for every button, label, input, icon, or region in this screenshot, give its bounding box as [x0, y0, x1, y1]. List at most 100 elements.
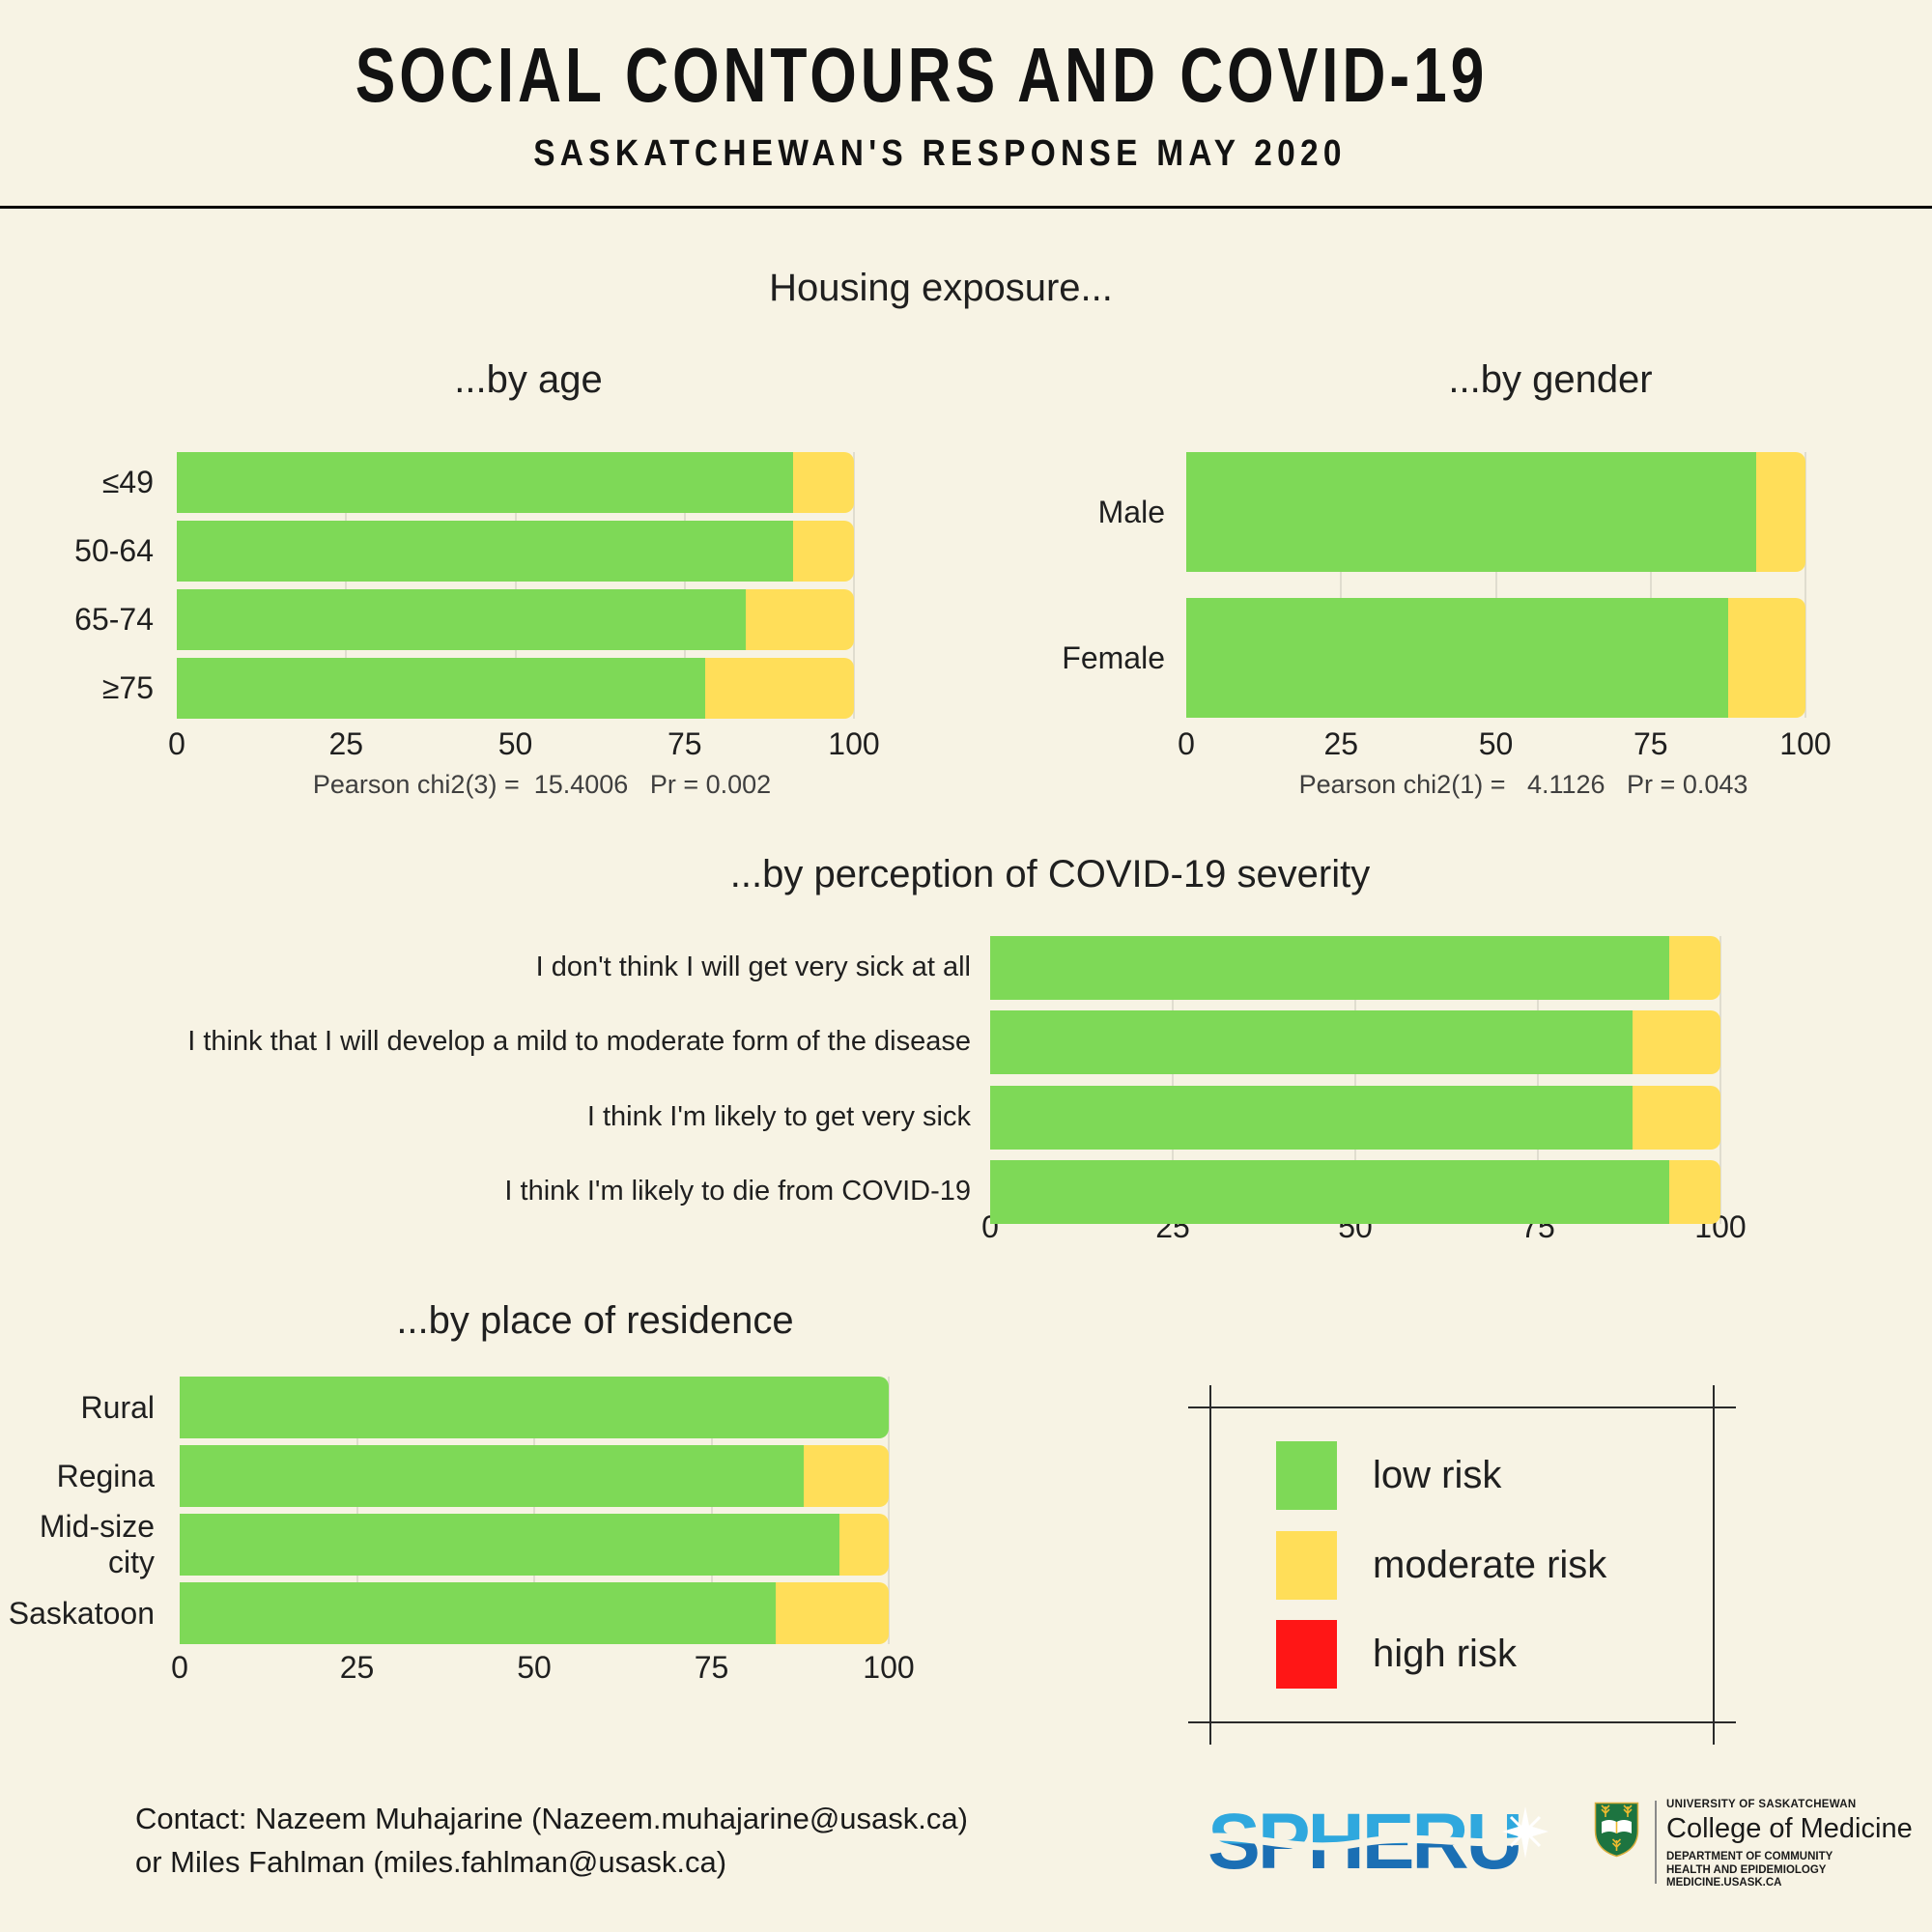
residence-bar-row: [180, 1377, 889, 1438]
page-title-text: SOCIAL CONTOURS AND COVID-19: [355, 32, 1489, 118]
residence-x-tick-25: 25: [339, 1650, 375, 1685]
perception-gridline-50: [1354, 936, 1356, 1224]
legend-label: moderate risk: [1373, 1544, 1607, 1586]
age-segment-moderate-risk: [792, 521, 854, 582]
usask-shield-icon: [1594, 1802, 1639, 1858]
usask-dept-line-2: HEALTH AND EPIDEMIOLOGY: [1666, 1863, 1827, 1876]
residence-chart-title: ...by place of residence: [396, 1299, 794, 1342]
perception-category-label: I think I'm likely to get very sick: [586, 1101, 971, 1133]
residence-segment-moderate-risk: [803, 1445, 889, 1507]
gender-x-tick-100: 100: [1779, 726, 1832, 761]
gender-segment-low-risk: [1186, 452, 1756, 572]
page-title: SOCIAL CONTOURS AND COVID-19: [195, 31, 1647, 120]
age-gridline-50: [514, 452, 517, 719]
age-bar-row: [177, 521, 854, 582]
page-subtitle-text: SASKATCHEWAN'S RESPONSE MAY 2020: [533, 133, 1347, 174]
legend-frame-right-line: [1713, 1385, 1715, 1745]
residence-gridline-75: [710, 1377, 713, 1644]
contact-line-1: Contact: Nazeem Muhajarine (Nazeem.muhaj…: [135, 1802, 968, 1835]
legend-frame-left-line: [1209, 1385, 1211, 1745]
gender-category-label: Male: [1097, 494, 1165, 529]
residence-gridline-50: [533, 1377, 535, 1644]
perception-gridline-25: [1172, 936, 1174, 1224]
legend-item-low-risk: low risk: [1276, 1441, 1501, 1510]
section-heading: Housing exposure...: [769, 267, 1113, 309]
legend-frame-top-line: [1188, 1406, 1736, 1408]
gender-segment-moderate-risk: [1755, 452, 1805, 572]
age-segment-low-risk: [177, 452, 793, 513]
gender-gridline-100: [1804, 452, 1806, 718]
perception-chart-title: ...by perception of COVID-19 severity: [729, 853, 1371, 895]
low-risk-swatch: [1276, 1441, 1337, 1510]
age-bar-row: [177, 589, 854, 650]
age-x-tick-100: 100: [828, 726, 880, 761]
gender-x-tick-0: 0: [1178, 726, 1195, 761]
perception-segment-moderate-risk: [1633, 1086, 1720, 1150]
residence-segment-low-risk: [180, 1377, 889, 1438]
age-segment-low-risk: [177, 521, 793, 582]
age-chart-title: ...by age: [454, 358, 603, 401]
age-category-label: 50-64: [74, 533, 154, 569]
spheru-starburst-icon: [1502, 1806, 1548, 1859]
gender-gridline-50: [1494, 452, 1497, 718]
moderate-risk-swatch: [1276, 1531, 1337, 1600]
perception-bar-row: [990, 936, 1720, 1000]
perception-bar-row: [990, 1010, 1720, 1074]
gender-bar-row: [1186, 598, 1805, 718]
perception-category-label: I think that I will develop a mild to mo…: [187, 1026, 971, 1058]
gender-gridline-75: [1649, 452, 1652, 718]
age-x-tick-25: 25: [328, 726, 364, 761]
legend-frame-bottom-line: [1188, 1721, 1736, 1723]
gender-x-tick-75: 75: [1633, 726, 1668, 761]
spheru-logo: SPHERU: [1171, 1803, 1556, 1884]
residence-x-tick-100: 100: [863, 1650, 915, 1685]
perception-segment-low-risk: [990, 936, 1670, 1000]
age-segment-moderate-risk: [745, 589, 854, 650]
perception-category-label: I think I'm likely to die from COVID-19: [504, 1176, 971, 1208]
age-x-tick-0: 0: [168, 726, 185, 761]
residence-gridline-25: [355, 1377, 358, 1644]
perception-segment-low-risk: [990, 1160, 1670, 1224]
perception-segment-moderate-risk: [1669, 1160, 1720, 1224]
residence-bar-row: [180, 1582, 889, 1644]
perception-chart: 0 25 50 75 100 I don't think I will get very …: [187, 936, 1747, 1244]
legend-item-high-risk: high risk: [1276, 1620, 1517, 1689]
legend-label: high risk: [1373, 1633, 1517, 1675]
residence-category-label: Saskatoon: [8, 1595, 155, 1631]
age-segment-moderate-risk: [792, 452, 854, 513]
gender-x-tick-25: 25: [1323, 726, 1359, 761]
residence-bar-row: [180, 1514, 889, 1576]
contact-info: Contact: Nazeem Muhajarine (Nazeem.muhaj…: [135, 1797, 968, 1884]
gender-gridline-25: [1340, 452, 1343, 718]
age-chart: 0 25 50 75 100 ≤49 50-64 65-74 ≥75: [74, 452, 880, 761]
perception-category-label: I don't think I will get very sick at al…: [535, 952, 971, 983]
residence-segment-low-risk: [180, 1514, 839, 1576]
residence-category-label: Regina: [56, 1458, 155, 1493]
residence-x-tick-50: 50: [517, 1650, 552, 1685]
legend-label: low risk: [1373, 1454, 1502, 1496]
perception-segment-low-risk: [990, 1010, 1634, 1074]
gender-bar-row: [1186, 452, 1805, 572]
gender-chart: 0 25 50 75 100 Male Female: [1062, 452, 1832, 761]
usask-dept-line-1: DEPARTMENT OF COMMUNITY: [1666, 1851, 1833, 1862]
age-segment-low-risk: [177, 589, 746, 650]
gender-segment-moderate-risk: [1727, 598, 1805, 718]
residence-segment-moderate-risk: [775, 1582, 889, 1644]
gender-chart-stat: Pearson chi2(1) = 4.1126 Pr = 0.043: [1298, 770, 1748, 799]
age-gridline-25: [345, 452, 348, 719]
perception-bar-row: [990, 1086, 1720, 1150]
usask-website: MEDICINE.USASK.CA: [1666, 1877, 1782, 1889]
high-risk-swatch: [1276, 1620, 1337, 1689]
residence-segment-low-risk: [180, 1445, 804, 1507]
perception-segment-moderate-risk: [1669, 936, 1720, 1000]
header-divider-line: [0, 206, 1932, 209]
residence-x-tick-0: 0: [171, 1650, 188, 1685]
residence-category-label: Mid-size city: [39, 1509, 155, 1579]
residence-category-label: Rural: [80, 1389, 155, 1425]
age-gridline-100: [853, 452, 855, 719]
usask-college-name: College of Medicine: [1666, 1813, 1913, 1844]
residence-gridline-100: [888, 1377, 890, 1644]
spheru-wave-icon: [1171, 1832, 1556, 1851]
age-x-tick-50: 50: [497, 726, 533, 761]
